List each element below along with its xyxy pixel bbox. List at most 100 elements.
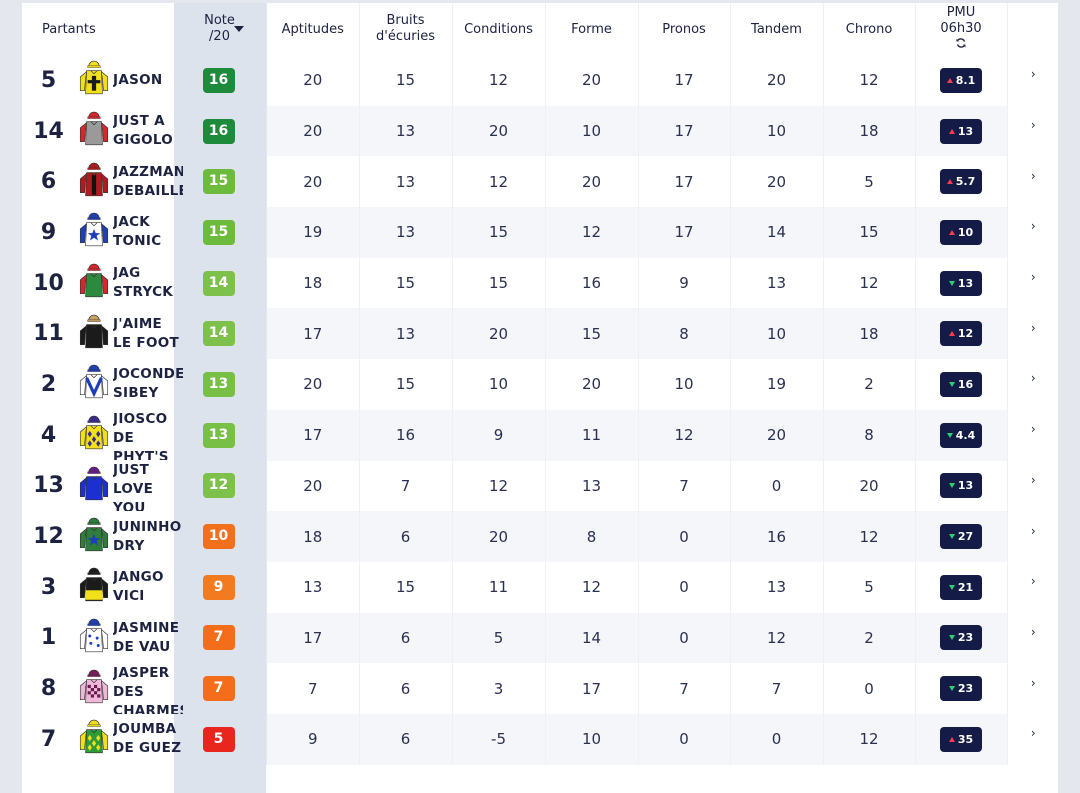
- chrono-value: 8: [823, 409, 916, 461]
- aptitudes-value: 20: [267, 460, 360, 512]
- runner-name-cell[interactable]: JUNINHO DRY: [113, 511, 181, 562]
- row-details-chevron[interactable]: ›: [1007, 461, 1059, 512]
- jockey-silk-icon: [75, 308, 113, 359]
- chevron-right-icon: ›: [1030, 726, 1036, 741]
- runner-name-cell[interactable]: JASON: [113, 55, 173, 106]
- row-details-chevron[interactable]: ›: [1007, 663, 1059, 714]
- runner-name[interactable]: JUST A GIGOLO: [113, 113, 174, 149]
- pmu-cote-badge[interactable]: 10: [940, 219, 983, 245]
- note-cell: 7: [173, 663, 266, 714]
- runner-name-cell[interactable]: J'AIME LE FOOT: [113, 308, 179, 359]
- runner-name[interactable]: JACK TONIC: [113, 214, 162, 250]
- runner-name-cell[interactable]: JASPER DES CHARMES: [113, 663, 183, 714]
- runner-row[interactable]: 8 JASPER DES CHARMES 7 7 6 3 17 7 7 0 23 ›: [22, 663, 1059, 714]
- note-badge: 9: [202, 574, 235, 600]
- header-forme[interactable]: Forme: [545, 3, 639, 55]
- runner-name-cell[interactable]: JOUMBA DE GUEZ: [113, 714, 181, 765]
- runner-name[interactable]: JASPER DES CHARMES: [113, 664, 183, 714]
- runner-name[interactable]: J'AIME LE FOOT: [113, 315, 180, 351]
- pmu-cote-badge[interactable]: 8.1: [940, 67, 983, 93]
- runners-table: Partants Note/20 Aptitudes Bruits d'écuri…: [22, 3, 1059, 765]
- pmu-cote-cell: 13: [915, 257, 1008, 309]
- aptitudes-value: 20: [267, 105, 360, 157]
- runner-row[interactable]: 4 JIOSCO DE PHYT'S 13 17 16 9 11 12 20 8 4.4 ›: [22, 409, 1059, 461]
- header-bruits[interactable]: Bruits d'écuries: [359, 3, 453, 55]
- row-details-chevron[interactable]: ›: [1007, 106, 1059, 157]
- chevron-right-icon: ›: [1030, 270, 1036, 285]
- pmu-cote-badge[interactable]: 12: [940, 321, 983, 347]
- row-details-chevron[interactable]: ›: [1007, 156, 1059, 207]
- pmu-cote-badge[interactable]: 23: [940, 676, 983, 702]
- row-details-chevron[interactable]: ›: [1007, 258, 1059, 309]
- row-details-chevron[interactable]: ›: [1007, 410, 1059, 461]
- runner-row[interactable]: 12 JUNINHO DRY 10 18 6 20 8 0 16 12 27 ›: [22, 511, 1059, 562]
- note-badge: 12: [202, 473, 235, 499]
- runner-row[interactable]: 7 JOUMBA DE GUEZ 5 9 6 -5 10 0 0 12 35 ›: [22, 713, 1059, 765]
- pmu-cote-badge[interactable]: 21: [940, 574, 983, 600]
- conditions-value: 12: [452, 156, 546, 208]
- runner-name[interactable]: JOCONDE SIBEY: [113, 366, 183, 402]
- runner-name[interactable]: JUST LOVE YOU: [113, 461, 154, 511]
- runner-name[interactable]: JAG STRYCK: [113, 265, 174, 301]
- runner-name-cell[interactable]: JUST A GIGOLO: [113, 106, 173, 157]
- header-aptitudes[interactable]: Aptitudes: [267, 3, 360, 55]
- runner-name[interactable]: JANGO VICI: [113, 569, 164, 605]
- conditions-value: 12: [452, 55, 546, 106]
- runner-row[interactable]: 14 JUST A GIGOLO 16 20 13 20 10 17 10 18 13 ›: [22, 105, 1059, 157]
- runner-name-cell[interactable]: JAG STRYCK: [113, 258, 173, 309]
- row-details-chevron[interactable]: ›: [1007, 511, 1059, 562]
- row-details-chevron[interactable]: ›: [1007, 308, 1059, 359]
- runner-number: 2: [40, 371, 57, 397]
- runner-name[interactable]: JASMINE DE VAU: [113, 619, 180, 655]
- conditions-value: 9: [452, 409, 546, 461]
- runner-name-cell[interactable]: JOCONDE SIBEY: [113, 359, 183, 410]
- runner-row[interactable]: 10 JAG STRYCK 14 18 15 15 16 9 13 12 13 ›: [22, 257, 1059, 309]
- runner-name[interactable]: JAZZMAN DEBAILLEUL: [113, 163, 183, 199]
- note-badge: 13: [202, 371, 235, 397]
- pmu-cote-badge[interactable]: 4.4: [940, 422, 983, 448]
- runner-name-cell[interactable]: JASMINE DE VAU: [113, 613, 179, 664]
- header-pmu[interactable]: PMU 06h30: [915, 3, 1008, 55]
- runner-row[interactable]: 11 J'AIME LE FOOT 14 17 13 20 15 8 10 18 12 ›: [22, 308, 1059, 360]
- runner-name-cell[interactable]: JANGO VICI: [113, 562, 173, 613]
- runner-name-cell[interactable]: JIOSCO DE PHYT'S: [113, 410, 173, 461]
- runner-name[interactable]: JOUMBA DE GUEZ: [113, 721, 182, 757]
- chevron-right-icon: ›: [1030, 574, 1036, 589]
- row-details-chevron[interactable]: ›: [1007, 359, 1059, 410]
- pmu-cote-badge[interactable]: 13: [940, 473, 983, 499]
- refresh-icon[interactable]: [955, 37, 967, 49]
- pmu-cote-badge[interactable]: 13: [940, 118, 983, 144]
- runner-name-cell[interactable]: JAZZMAN DEBAILLEUL: [113, 156, 183, 207]
- runner-row[interactable]: 5 JASON 16 20 15 12 20 17 20 12 8.1 ›: [22, 55, 1059, 106]
- header-chrono[interactable]: Chrono: [823, 3, 916, 55]
- pmu-cote-badge[interactable]: 23: [940, 625, 983, 651]
- runner-name-cell[interactable]: JACK TONIC: [113, 207, 173, 258]
- runner-name[interactable]: JASON: [113, 71, 163, 88]
- pmu-cote-badge[interactable]: 27: [940, 524, 983, 550]
- note-cell: 9: [173, 562, 266, 613]
- runner-row[interactable]: 13 JUST LOVE YOU 12 20 7 12 13 7 0 20 13 ›: [22, 460, 1059, 512]
- header-pronos[interactable]: Pronos: [638, 3, 731, 55]
- runner-name-cell[interactable]: JUST LOVE YOU: [113, 461, 173, 512]
- pmu-cote-badge[interactable]: 35: [940, 726, 983, 752]
- runner-row[interactable]: 1 JASMINE DE VAU 7 17 6 5 14 0 12 2 23 ›: [22, 612, 1059, 664]
- runner-row[interactable]: 2 JOCONDE SIBEY 13 20 15 10 20 10 19 2 16 ›: [22, 359, 1059, 410]
- pmu-cote-badge[interactable]: 16: [940, 371, 983, 397]
- trend-down-icon: [948, 483, 955, 489]
- header-note-sort[interactable]: Note/20: [173, 3, 266, 55]
- trend-down-icon: [946, 432, 953, 438]
- runner-row[interactable]: 3 JANGO VICI 9 13 15 11 12 0 13 5 21 ›: [22, 561, 1059, 613]
- runner-name[interactable]: JIOSCO DE PHYT'S: [113, 411, 169, 461]
- runner-row[interactable]: 9 JACK TONIC 15 19 13 15 12 17 14 15 10 ›: [22, 207, 1059, 258]
- runner-name[interactable]: JUNINHO DRY: [113, 518, 182, 554]
- pmu-cote-badge[interactable]: 5.7: [940, 169, 983, 195]
- header-conditions[interactable]: Conditions: [452, 3, 546, 55]
- header-tandem[interactable]: Tandem: [730, 3, 824, 55]
- row-details-chevron[interactable]: ›: [1007, 714, 1059, 765]
- row-details-chevron[interactable]: ›: [1007, 207, 1059, 258]
- row-details-chevron[interactable]: ›: [1007, 613, 1059, 664]
- row-details-chevron[interactable]: ›: [1007, 562, 1059, 613]
- pmu-cote-badge[interactable]: 13: [940, 270, 983, 296]
- row-details-chevron[interactable]: ›: [1007, 55, 1059, 106]
